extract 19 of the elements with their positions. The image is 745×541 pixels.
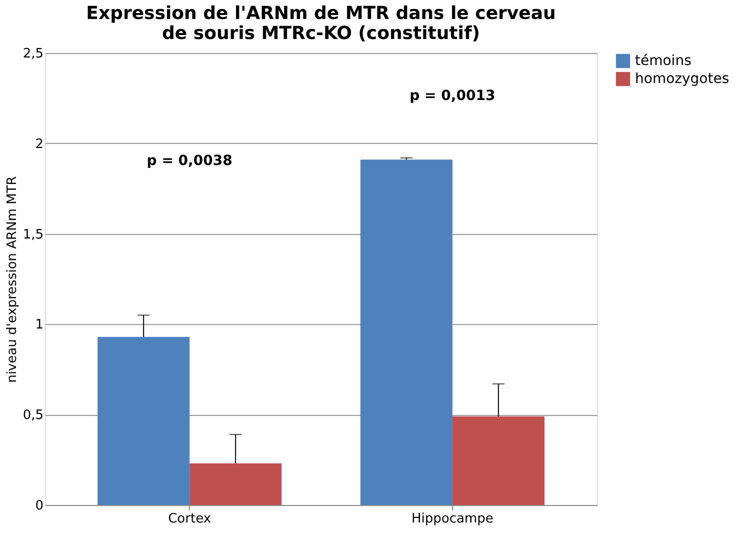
bar xyxy=(98,336,190,505)
x-tick-label: Cortex xyxy=(168,512,212,526)
annotation: p = 0,0038 xyxy=(146,153,232,169)
y-axis-title: niveau d'expression ARNm MTR xyxy=(4,176,20,383)
text: Expression de l'ARNm de MTR dans le cerveau xyxy=(86,3,556,24)
y-tick-label: 0,5 xyxy=(22,408,44,424)
legend-label: témoins xyxy=(635,53,692,69)
bar xyxy=(190,463,282,505)
y-tick-label: 2 xyxy=(35,136,44,152)
y-tick-label: 1,5 xyxy=(22,227,44,242)
bar xyxy=(452,416,544,505)
bar xyxy=(360,160,452,505)
annotation: p = 0,0013 xyxy=(410,88,496,104)
text: de souris MTRc-KO (constitutif) xyxy=(162,23,480,44)
y-tick-label: 2,5 xyxy=(22,46,44,62)
x-tick-label: Hippocampe xyxy=(411,512,494,526)
legend-label: homozygotes xyxy=(635,71,730,87)
y-tick-label: 1 xyxy=(35,318,44,333)
y-tick-label: 0 xyxy=(35,498,44,514)
